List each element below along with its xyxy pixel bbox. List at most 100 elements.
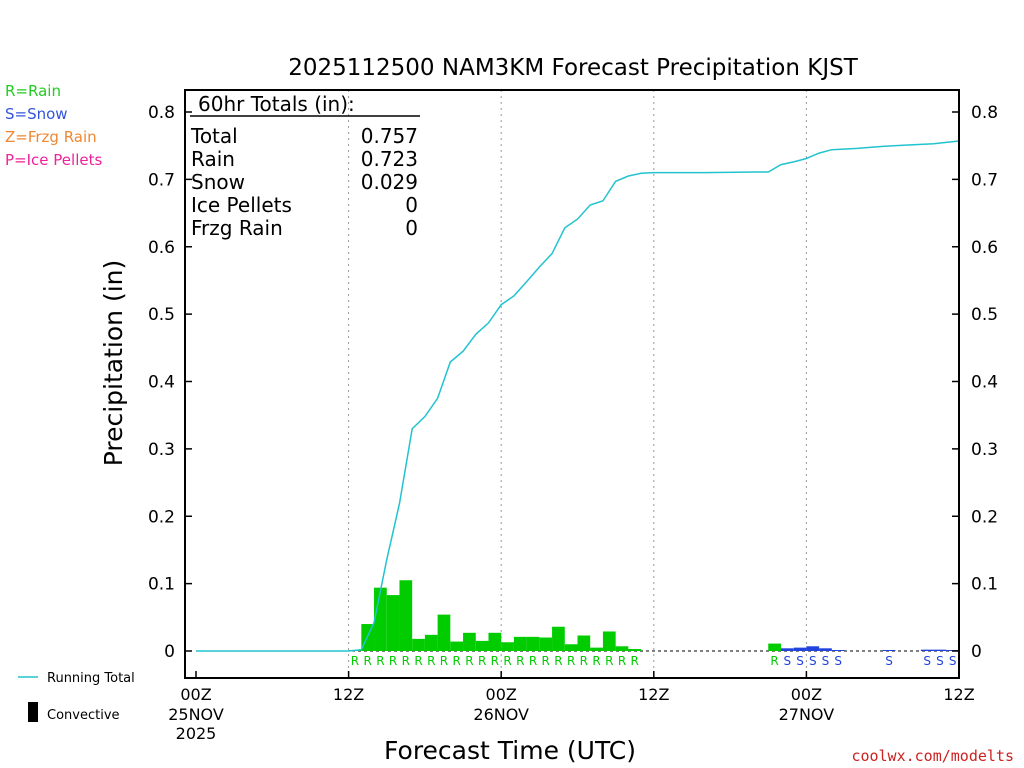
precip-bar-10 (475, 640, 489, 651)
series-legend: Running Total Convective (18, 671, 135, 723)
running-total-legend-label: Running Total (47, 671, 135, 686)
chart-title: 2025112500 NAM3KM Forecast Precipitation… (288, 55, 858, 81)
precip-type-label-1: R (364, 654, 372, 668)
x-tick-label-0: 00Z (180, 685, 211, 704)
precip-bar-12 (501, 642, 514, 651)
precip-type-label-15: R (542, 654, 550, 668)
precip-type-label-17: R (567, 654, 575, 668)
totals-rows: Total 0.757 Rain 0.723 Snow 0.029 Ice Pellets 0… (190, 124, 418, 240)
precip-bar-4 (399, 580, 413, 651)
y-axis-ticks: 0 00.1 0.10.2 0.20.3 0.30.4 0.40.5 0.50.6 0.60.… (148, 103, 998, 662)
precip-type-label-4: R (402, 654, 410, 668)
precip-bar-3 (386, 595, 400, 651)
running-total-line (196, 140, 960, 652)
y-axis-label: Precipitation (in) (99, 260, 128, 467)
totals-row-label-0: Total (190, 124, 238, 148)
precip-bar-25 (793, 647, 807, 651)
precip-bar-18 (577, 635, 591, 651)
precip-bar-23 (768, 643, 781, 651)
precip-bar-11 (488, 632, 502, 651)
precip-type-label-30: S (923, 654, 931, 668)
convective-legend-swatch (28, 702, 38, 722)
precip-type-label-8: R (453, 654, 461, 668)
totals-row-label-3: Ice Pellets (191, 193, 292, 217)
bars (348, 580, 959, 651)
type-legend-item-3: P=Ice Pellets (5, 151, 102, 169)
precip-type-label-19: R (592, 654, 600, 668)
precip-type-label-22: R (631, 654, 639, 668)
precip-bar-31 (933, 649, 947, 651)
precip-bar-5 (412, 638, 425, 651)
y-tick-label-left-7: 0.7 (148, 170, 175, 190)
precip-bar-19 (590, 647, 603, 651)
precip-bar-7 (437, 614, 451, 651)
precip-bar-2 (374, 587, 387, 651)
y-tick-label-right-6: 0.6 (971, 238, 998, 258)
totals-row-value-3: 0 (405, 193, 418, 217)
y-tick-label-right-2: 0.2 (971, 507, 998, 527)
y-tick-label-right-1: 0.1 (971, 575, 998, 595)
precip-bar-20 (602, 631, 616, 651)
precip-bar-30 (920, 649, 934, 651)
precip-bar-16 (552, 626, 565, 651)
x-axis-label: Forecast Time (UTC) (384, 736, 636, 765)
precip-bar-29 (882, 650, 896, 651)
y-tick-label-right-4: 0.4 (971, 373, 998, 393)
type-legend: R=Rain S=Snow Z=Frzg Rain P=Ice Pellets (5, 82, 102, 169)
totals-row-label-4: Frzg Rain (191, 216, 283, 240)
precip-type-label-25: S (796, 654, 804, 668)
precip-type-label-31: S (936, 654, 944, 668)
precip-type-label-20: R (605, 654, 613, 668)
precip-type-label-14: R (529, 654, 537, 668)
totals-row-value-0: 0.757 (361, 124, 418, 148)
precip-bar-9 (463, 632, 476, 651)
x-tick-date-4: 27NOV (779, 705, 835, 724)
precip-type-label-13: R (516, 654, 524, 668)
totals-row-label-1: Rain (191, 147, 235, 171)
precip-type-label-24: S (784, 654, 792, 668)
totals-heading: 60hr Totals (in): (198, 92, 355, 116)
precip-type-label-3: R (389, 654, 397, 668)
x-tick-label-2: 00Z (486, 685, 517, 704)
type-legend-item-2: Z=Frzg Rain (5, 128, 97, 146)
y-tick-label-left-5: 0.5 (148, 305, 175, 325)
y-tick-label-right-0: 0 (971, 642, 982, 662)
precip-type-label-29: S (885, 654, 893, 668)
x-tick-label-4: 00Z (791, 685, 822, 704)
precip-type-label-26: S (809, 654, 817, 668)
x-tick-date-2: 26NOV (473, 705, 529, 724)
precip-type-label-18: R (580, 654, 588, 668)
precip-type-label-5: R (414, 654, 422, 668)
precip-type-label-27: S (822, 654, 830, 668)
y-tick-label-left-0: 0 (164, 642, 175, 662)
precip-type-label-28: S (834, 654, 842, 668)
precip-bar-8 (450, 641, 464, 651)
y-tick-label-right-3: 0.3 (971, 440, 998, 460)
watermark: coolwx.com/modelts (851, 747, 1014, 765)
y-tick-label-right-8: 0.8 (971, 103, 998, 123)
precip-type-label-21: R (618, 654, 626, 668)
totals-box: 60hr Totals (in): Total 0.757 Rain 0.723 Sno… (190, 92, 420, 240)
precip-bar-14 (526, 636, 540, 651)
x-tick-label-1: 12Z (333, 685, 364, 704)
type-legend-item-0: R=Rain (5, 82, 61, 100)
x-tick-year-0: 2025 (176, 724, 217, 743)
y-tick-label-left-3: 0.3 (148, 440, 175, 460)
y-tick-label-left-2: 0.2 (148, 507, 175, 527)
precip-type-label-6: R (427, 654, 435, 668)
totals-row-label-2: Snow (191, 170, 245, 194)
precip-type-label-7: R (440, 654, 448, 668)
precip-bar-26 (806, 646, 820, 651)
precip-bar-22 (628, 648, 642, 651)
precip-bar-17 (564, 644, 578, 651)
precip-bar-6 (424, 634, 438, 651)
plot-frame (184, 89, 960, 679)
totals-row-value-4: 0 (405, 216, 418, 240)
totals-row-value-1: 0.723 (361, 147, 418, 171)
precip-type-label-11: R (491, 654, 499, 668)
x-tick-date-0: 25NOV (168, 705, 224, 724)
